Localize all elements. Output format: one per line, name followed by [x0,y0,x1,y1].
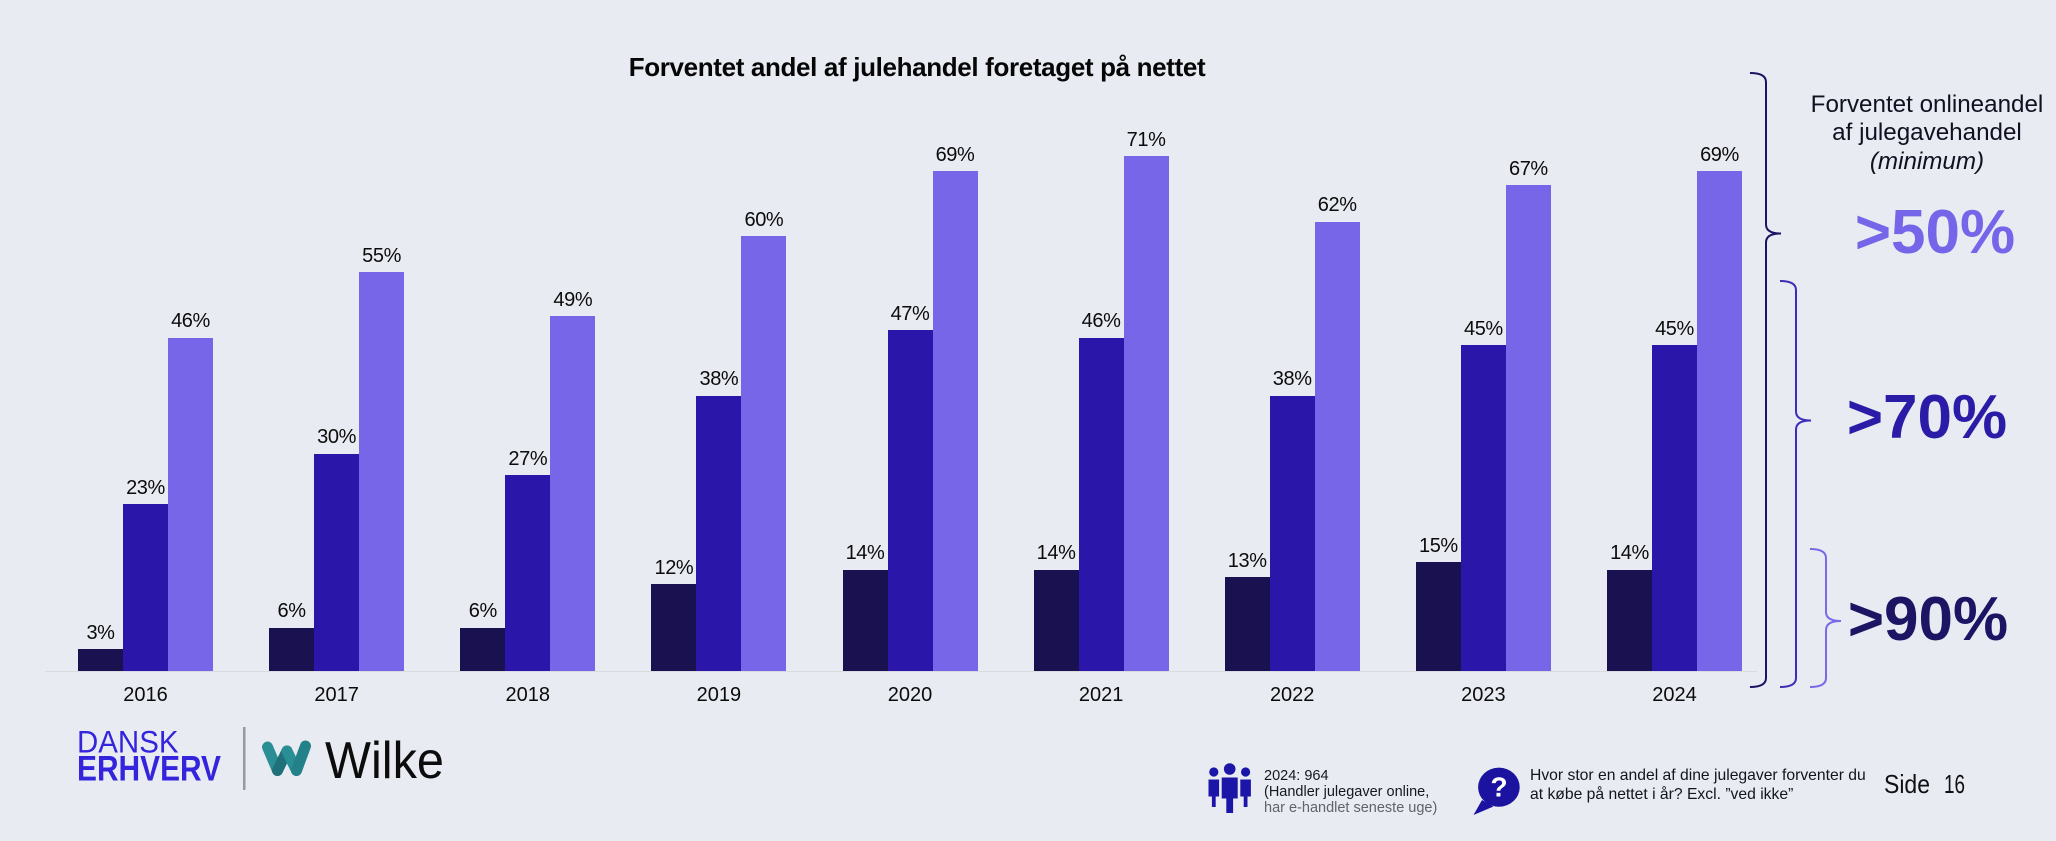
svg-text:ERHVERV: ERHVERV [77,749,222,788]
svg-text:?: ? [1490,772,1507,803]
svg-text:DANSK: DANSK [77,724,179,760]
svg-text:Wilke: Wilke [325,732,444,790]
svg-text:16: 16 [1944,769,1965,799]
svg-text:Side: Side [1884,769,1930,799]
